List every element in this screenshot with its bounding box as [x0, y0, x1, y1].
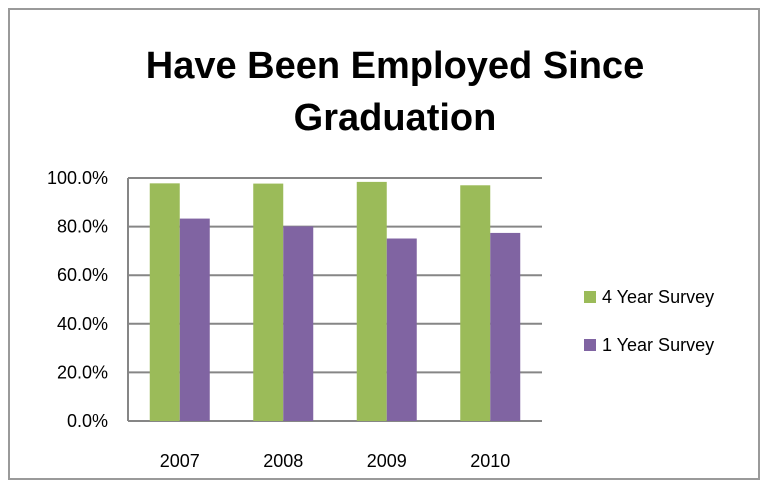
bar-one-year [283, 226, 314, 421]
y-tick-label: 0.0% [67, 411, 108, 431]
x-category-label: 2009 [367, 451, 407, 471]
bar-one-year [490, 232, 521, 421]
y-tick-label: 40.0% [57, 314, 108, 334]
x-category-label: 2007 [160, 451, 200, 471]
y-axis-ticks: 0.0% 20.0% 40.0% 60.0% 80.0% 100.0% [47, 168, 108, 431]
legend-label: 4 Year Survey [602, 287, 714, 307]
legend-swatch [584, 339, 596, 351]
chart-title-line-2: Graduation [293, 97, 497, 139]
y-tick-label: 100.0% [47, 168, 108, 188]
x-axis-categories: 2007 2008 2009 2010 [160, 451, 511, 471]
legend-swatch [584, 291, 596, 303]
bar-four-year [460, 185, 491, 421]
legend: 4 Year Survey 1 Year Survey [584, 287, 714, 355]
bar-four-year [356, 181, 387, 421]
x-category-label: 2010 [470, 451, 510, 471]
y-tick-label: 60.0% [57, 265, 108, 285]
bars [149, 181, 521, 421]
chart-title: Have Been Employed Since Graduation [0, 40, 770, 144]
bar-four-year [253, 183, 284, 421]
bar-four-year [149, 183, 180, 421]
y-tick-label: 80.0% [57, 217, 108, 237]
legend-label: 1 Year Survey [602, 335, 714, 355]
chart-title-line-1: Have Been Employed Since [145, 45, 645, 87]
x-category-label: 2008 [263, 451, 303, 471]
bar-one-year [386, 238, 417, 421]
bar-one-year [179, 218, 210, 421]
y-tick-label: 20.0% [57, 362, 108, 382]
